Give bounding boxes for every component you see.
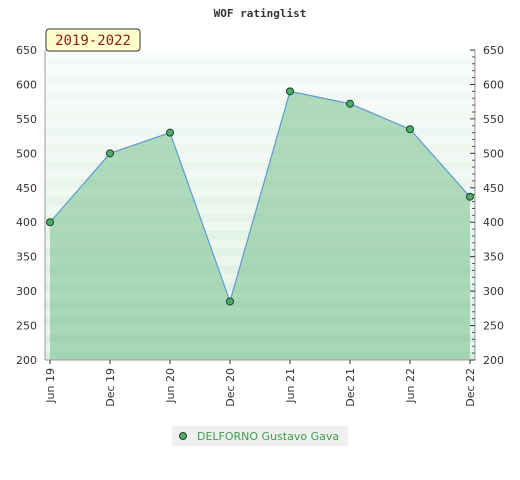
- x-tick-label: Jun 19: [44, 368, 57, 404]
- background-band: [45, 136, 475, 145]
- legend-marker: [179, 432, 187, 440]
- y-tick-label-left: 400: [16, 216, 37, 229]
- y-tick-label-right: 650: [483, 44, 504, 57]
- period-badge-label: 2019-2022: [55, 33, 131, 49]
- background-band: [45, 84, 475, 94]
- background-band: [45, 161, 475, 171]
- x-tick-label: Dec 20: [224, 368, 237, 407]
- data-point: [46, 218, 54, 227]
- y-tick-label-left: 600: [16, 78, 37, 91]
- data-point: [286, 87, 294, 96]
- y-tick-label-right: 200: [483, 354, 504, 367]
- y-tick-label-right: 550: [483, 113, 504, 126]
- y-tick-label-left: 250: [16, 320, 37, 333]
- background-band: [45, 101, 475, 111]
- background-band: [45, 127, 475, 137]
- chart-title: WOF ratinglist: [214, 7, 307, 20]
- period-badge-box: [45, 28, 141, 52]
- y-tick-label-right: 450: [483, 182, 504, 195]
- background-band: [45, 170, 475, 180]
- y-tick-label-right: 400: [483, 216, 504, 229]
- markers: [46, 87, 474, 306]
- data-point: [406, 125, 414, 134]
- background-band: [45, 75, 475, 85]
- background-band: [45, 179, 475, 188]
- y-tick-label-right: 300: [483, 285, 504, 298]
- y-tick-label-left: 650: [16, 44, 37, 57]
- y-tick-label-left: 200: [16, 354, 37, 367]
- background-band: [45, 144, 475, 154]
- legend-box: [172, 426, 348, 446]
- data-point: [226, 297, 234, 306]
- x-tick-label: Dec 21: [344, 368, 357, 407]
- legend: DELFORNO Gustavo Gava: [172, 426, 348, 446]
- y-tick-label-right: 350: [483, 251, 504, 264]
- background-band: [45, 187, 475, 197]
- period-badge: 2019-2022: [45, 28, 141, 52]
- y-tick-label-right: 500: [483, 147, 504, 160]
- y-tick-label-right: 250: [483, 320, 504, 333]
- y-tick-label-left: 350: [16, 251, 37, 264]
- y-tick-label-right: 600: [483, 78, 504, 91]
- y-tick-label-left: 550: [16, 113, 37, 126]
- x-tick-label: Jun 21: [284, 368, 297, 404]
- x-tick-label: Jun 22: [404, 368, 417, 404]
- data-point: [466, 192, 474, 201]
- data-point: [346, 99, 354, 108]
- background-band: [45, 110, 475, 119]
- series-line: [49, 90, 471, 304]
- series-area: [50, 91, 470, 360]
- x-tick-label: Jun 20: [164, 368, 177, 404]
- background-band: [45, 67, 475, 76]
- x-tick-label: Dec 22: [464, 368, 477, 407]
- background-band: [45, 118, 475, 128]
- background-band: [45, 153, 475, 162]
- y-tick-label-left: 300: [16, 285, 37, 298]
- data-point: [166, 128, 174, 137]
- y-tick-label-left: 450: [16, 182, 37, 195]
- y-tick-label-left: 500: [16, 147, 37, 160]
- legend-label: DELFORNO Gustavo Gava: [197, 430, 339, 443]
- data-point: [106, 149, 114, 158]
- background-band: [45, 58, 475, 68]
- x-tick-label: Dec 19: [104, 368, 117, 407]
- background-band: [45, 93, 475, 102]
- axes: 200 200 250 250 300 300 350 350 400 400 450 450 500 5…: [16, 44, 504, 407]
- background-band: [45, 50, 475, 59]
- area-layer: [49, 90, 471, 360]
